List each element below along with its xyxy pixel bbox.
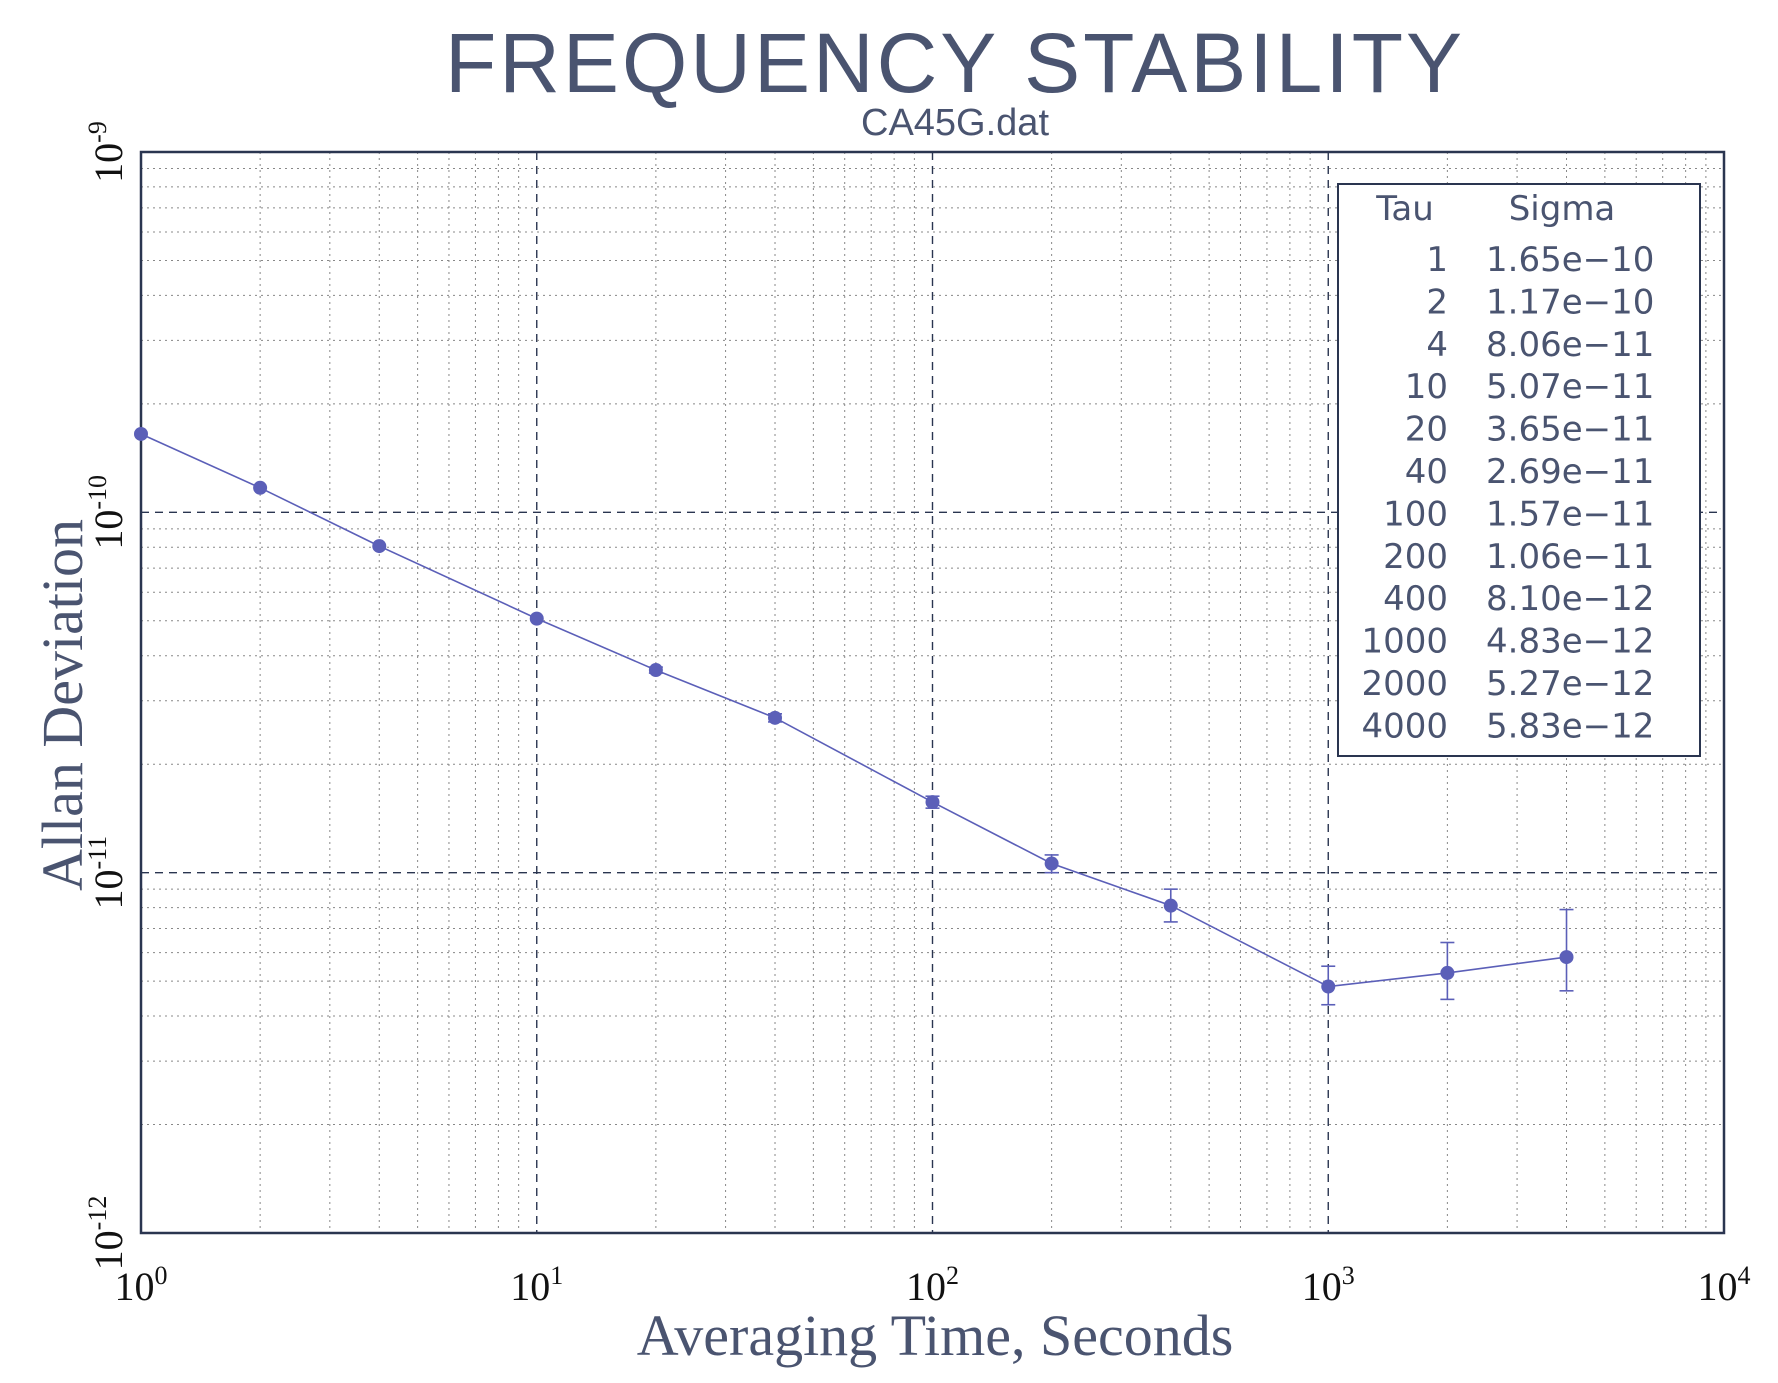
series-line	[140, 433, 1567, 988]
data-point	[768, 710, 783, 725]
legend-sigma-value: 1.06e−11	[1486, 537, 1654, 577]
legend-sigma-value: 2.69e−11	[1486, 452, 1654, 492]
x-tick-label: 101	[510, 1261, 563, 1309]
y-axis-label: Allan Deviation	[30, 519, 95, 891]
legend-tau-value: 40	[1405, 452, 1448, 492]
chart-title: FREQUENCY STABILITY	[445, 16, 1465, 110]
x-tick-label: 103	[1302, 1261, 1355, 1309]
legend-sigma-value: 4.83e−12	[1486, 622, 1654, 662]
plot-frame	[139, 150, 1726, 1235]
data-point	[372, 539, 387, 554]
legend-tau-value: 1000	[1361, 622, 1448, 662]
legend-header-tau: Tau	[1375, 189, 1434, 229]
x-tick-label: 100	[115, 1261, 168, 1309]
data-point	[529, 611, 544, 626]
data-point	[1044, 856, 1059, 871]
legend-tau-value: 1	[1426, 240, 1448, 280]
x-tick-label: 102	[906, 1261, 959, 1309]
legend-tau-value: 2000	[1361, 664, 1448, 704]
x-tick-label: 104	[1698, 1261, 1751, 1309]
data-point	[134, 426, 148, 441]
legend-sigma-value: 1.65e−10	[1486, 240, 1654, 280]
legend-sigma-value: 1.57e−11	[1486, 494, 1654, 534]
chart-subtitle: CA45G.dat	[861, 102, 1049, 144]
legend-frame	[1337, 183, 1701, 757]
legend-table: Tau Sigma 1 1.65e−10 2 1.17e−10 4 8.06e−11 10 5…	[1337, 183, 1701, 757]
legend-tau-value: 4000	[1361, 706, 1448, 746]
legend-tau-value: 400	[1383, 579, 1448, 619]
data-point	[253, 480, 268, 495]
legend-sigma-value: 5.07e−11	[1486, 367, 1654, 407]
data-point	[1440, 965, 1455, 980]
y-tick-label: 10-10	[83, 475, 131, 550]
legend-sigma-value: 5.83e−12	[1486, 706, 1654, 746]
legend-sigma-value: 8.06e−11	[1486, 325, 1654, 365]
legend-sigma-value: 3.65e−11	[1486, 410, 1654, 450]
legend-sigma-value: 1.17e−10	[1486, 282, 1654, 322]
x-axis-label: Averaging Time, Seconds	[637, 1303, 1234, 1368]
legend-sigma-value: 5.27e−12	[1486, 664, 1654, 704]
y-tick-label: 10-12	[83, 1196, 131, 1271]
data-point	[1321, 979, 1336, 994]
legend-tau-value: 20	[1405, 410, 1448, 450]
grid	[141, 152, 1724, 1233]
data-series	[134, 426, 1574, 1006]
data-point	[1163, 898, 1178, 913]
legend-rows: 1 1.65e−10 2 1.17e−10 4 8.06e−11 10 5.07e−11 20 3…	[1361, 240, 1654, 746]
legend-tau-value: 10	[1405, 367, 1448, 407]
data-point	[648, 663, 663, 678]
legend-tau-value: 2	[1426, 282, 1448, 322]
data-point	[925, 795, 940, 810]
legend-header-sigma: Sigma	[1509, 189, 1616, 229]
y-tick-label: 10-11	[83, 836, 131, 910]
legend-tau-value: 100	[1383, 494, 1448, 534]
data-point	[1559, 950, 1574, 965]
legend-tau-value: 200	[1383, 537, 1448, 577]
legend-sigma-value: 8.10e−12	[1486, 579, 1654, 619]
legend-tau-value: 4	[1426, 325, 1448, 365]
y-tick-label: 10-9	[83, 121, 131, 183]
